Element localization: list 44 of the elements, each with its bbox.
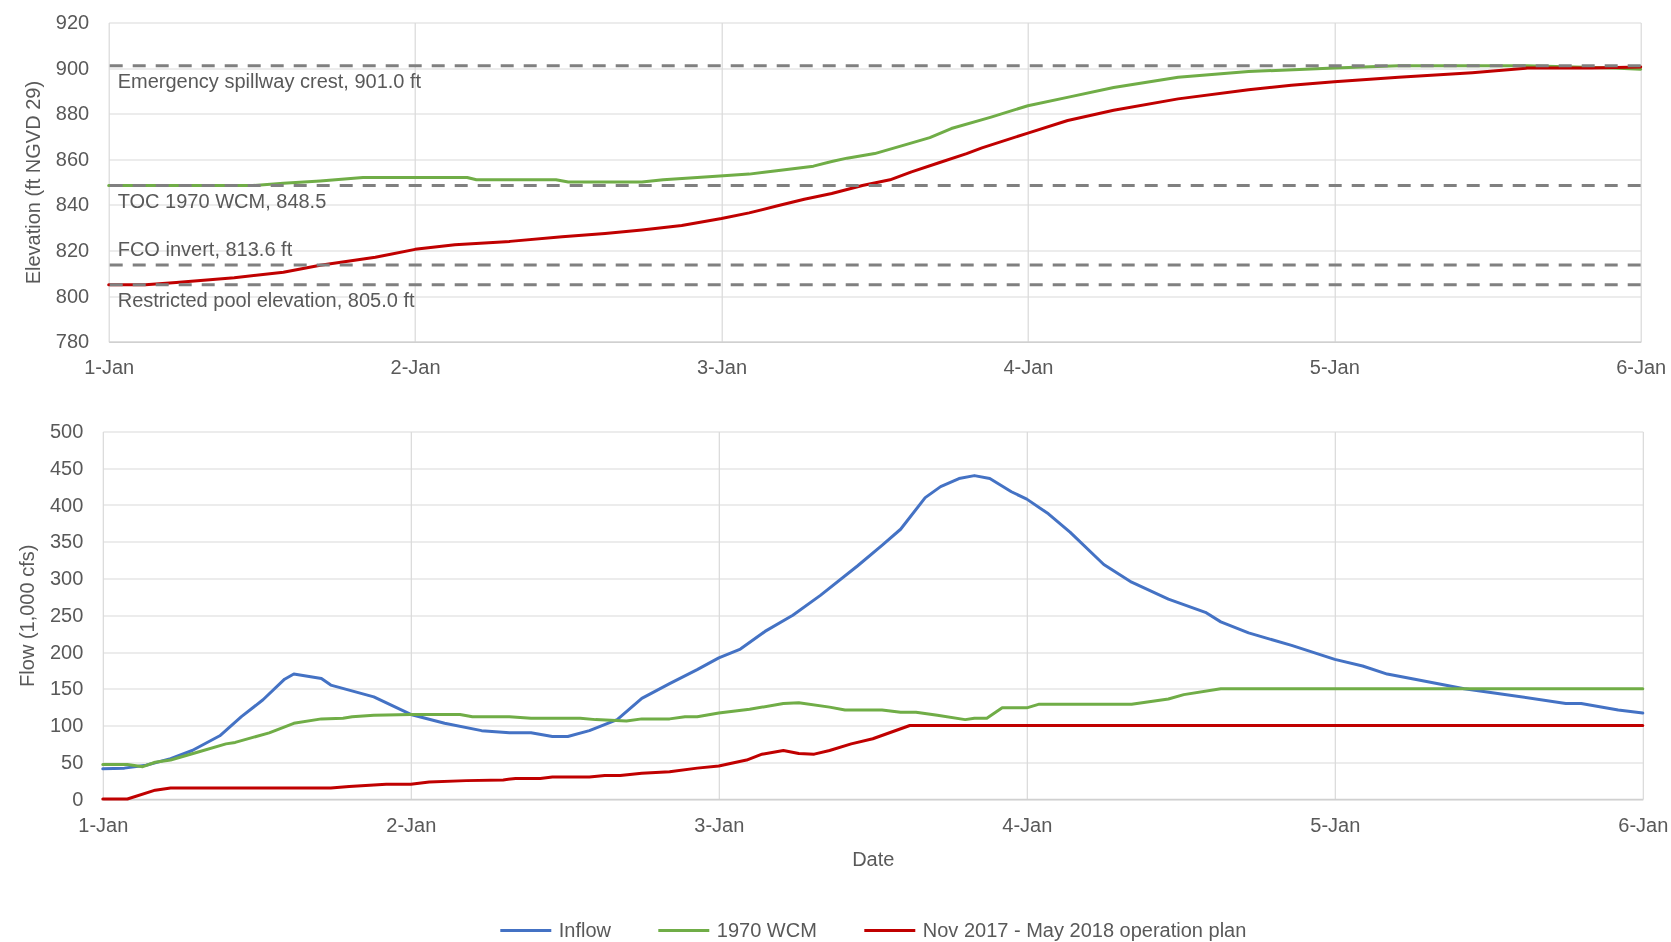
y-tick-label: 350 xyxy=(49,530,84,553)
y-tick-label: 250 xyxy=(49,603,84,626)
y-tick-label: 100 xyxy=(49,714,84,736)
legend-label: Inflow xyxy=(558,918,612,941)
x-tick-label: 5-Jan xyxy=(1309,356,1360,379)
legend-label: Nov 2017 - May 2018 operation plan xyxy=(922,918,1247,941)
y-tick-label: 780 xyxy=(55,330,90,353)
ref-line-label: FCO invert, 813.6 ft xyxy=(117,238,293,261)
x-tick-label: 6-Jan xyxy=(1618,813,1669,836)
ref-line-label: Emergency spillway crest, 901.0 ft xyxy=(117,69,422,92)
x-tick-label: 4-Jan xyxy=(1003,356,1054,379)
y-tick-label: 900 xyxy=(55,56,90,79)
y-tick-label: 450 xyxy=(49,456,84,479)
x-tick-label: 2-Jan xyxy=(386,813,437,836)
line-series xyxy=(101,687,1645,769)
y-tick-label: 880 xyxy=(55,102,90,125)
y-tick-label: 50 xyxy=(61,750,84,773)
x-tick-label: 4-Jan xyxy=(1002,813,1053,836)
y-tick-label: 400 xyxy=(49,493,84,516)
y-tick-label: 800 xyxy=(55,284,90,307)
y-tick-label: 150 xyxy=(49,677,84,700)
y-tick-label: 0 xyxy=(72,787,84,810)
line-series xyxy=(101,474,1645,771)
y-tick-label: 920 xyxy=(55,11,90,33)
ref-line-label: Restricted pool elevation, 805.0 ft xyxy=(117,288,415,311)
x-tick-label: 6-Jan xyxy=(1616,356,1667,379)
legend-label: 1970 WCM xyxy=(716,918,817,941)
y-tick-label: 300 xyxy=(49,567,84,589)
x-tick-label: 3-Jan xyxy=(696,356,748,379)
y-axis-title: Flow (1,000 cfs) xyxy=(15,544,38,687)
x-tick-label: 1-Jan xyxy=(78,813,129,836)
line-series xyxy=(107,65,1643,287)
y-tick-label: 840 xyxy=(55,193,90,216)
x-tick-label: 1-Jan xyxy=(84,356,135,379)
y-tick-label: 200 xyxy=(49,640,84,663)
x-axis-title: Date xyxy=(852,847,895,870)
x-tick-label: 5-Jan xyxy=(1310,813,1361,836)
x-tick-label: 2-Jan xyxy=(390,356,441,379)
y-axis-title: Elevation (ft NGVD 29) xyxy=(21,80,44,285)
x-tick-label: 3-Jan xyxy=(694,813,745,836)
y-tick-label: 500 xyxy=(49,420,84,442)
y-tick-label: 860 xyxy=(55,147,90,170)
ref-line-label: TOC 1970 WCM, 848.5 xyxy=(117,189,327,212)
y-tick-label: 820 xyxy=(55,239,90,261)
